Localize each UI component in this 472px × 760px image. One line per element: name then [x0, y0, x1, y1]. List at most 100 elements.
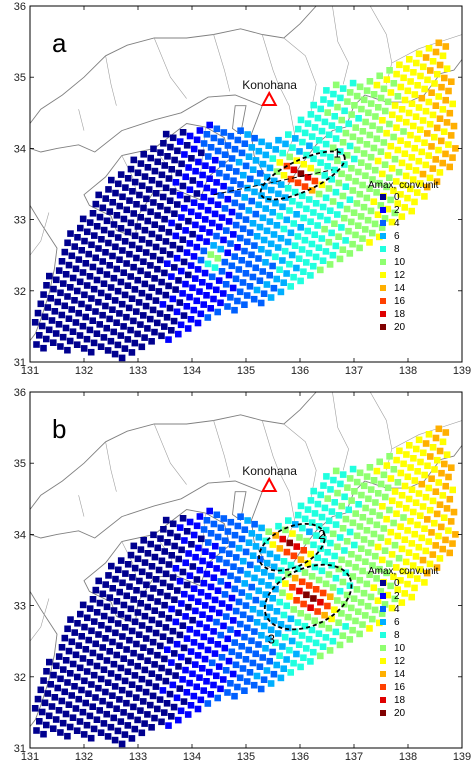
grid-cell: [95, 245, 102, 252]
grid-cell: [308, 133, 316, 140]
grid-cell: [227, 240, 234, 247]
grid-cell: [304, 174, 312, 181]
grid-cell: [442, 150, 449, 158]
grid-cell: [290, 220, 297, 227]
grid-cell: [184, 711, 192, 718]
grid-cell: [429, 165, 437, 172]
grid-cell: [378, 610, 386, 617]
grid-cell: [283, 270, 290, 277]
grid-cell: [436, 61, 444, 69]
grid-cell: [343, 591, 351, 599]
grid-cell: [325, 131, 333, 139]
grid-cell: [252, 210, 260, 218]
grid-cell: [160, 526, 167, 533]
grid-cell: [73, 727, 81, 734]
grid-cell: [281, 633, 289, 641]
grid-cell: [435, 146, 442, 154]
grid-cell: [330, 90, 337, 98]
grid-cell: [400, 74, 407, 82]
grid-cell: [79, 269, 87, 276]
grid-cell: [171, 264, 178, 271]
grid-cell: [100, 280, 108, 287]
grid-cell: [310, 209, 317, 216]
amax-grid: [31, 425, 459, 748]
grid-cell: [314, 114, 322, 122]
grid-cell: [314, 222, 321, 229]
grid-cell: [206, 561, 213, 568]
grid-cell: [386, 67, 393, 74]
grid-cell: [44, 304, 52, 311]
grid-cell: [376, 619, 383, 627]
grid-cell: [88, 295, 95, 302]
grid-cell: [67, 616, 74, 623]
grid-cell: [134, 662, 141, 670]
grid-cell: [285, 131, 292, 138]
grid-cell: [402, 172, 410, 180]
grid-cell: [334, 157, 341, 165]
grid-cell: [298, 192, 306, 200]
grid-cell: [355, 608, 362, 615]
grid-cell: [120, 269, 127, 276]
grid-cell: [75, 642, 83, 649]
grid-cell: [148, 284, 156, 291]
grid-cell: [237, 234, 244, 242]
grid-cell: [100, 666, 108, 673]
grid-cell: [155, 620, 163, 627]
grid-cell: [69, 274, 77, 282]
grid-cell: [348, 165, 355, 172]
grid-cell: [413, 445, 420, 453]
grid-cell: [197, 696, 205, 704]
grid-cell: [161, 215, 168, 223]
grid-cell: [290, 659, 297, 667]
grid-cell: [284, 571, 292, 578]
grid-cell: [127, 712, 134, 720]
grid-cell: [147, 701, 154, 709]
grid-cell: [405, 163, 413, 170]
grid-cell: [197, 310, 205, 318]
grid-cell: [183, 142, 191, 149]
grid-cell: [277, 288, 285, 296]
grid-cell: [161, 655, 168, 663]
grid-cell: [363, 141, 371, 148]
grid-cell: [413, 59, 420, 67]
grid-cell: [116, 310, 123, 317]
grid-cell: [142, 635, 150, 642]
grid-cell: [197, 256, 205, 264]
grid-cell: [246, 283, 254, 290]
grid-cell: [96, 599, 104, 607]
grid-cell: [345, 174, 352, 181]
grid-cell: [86, 659, 94, 666]
grid-cell: [411, 584, 418, 592]
grid-cell: [331, 166, 338, 174]
grid-cell: [59, 719, 67, 727]
grid-cell: [157, 642, 164, 650]
grid-cell: [196, 234, 203, 242]
grid-cell: [201, 269, 209, 277]
grid-cell: [322, 140, 330, 148]
grid-cell: [272, 532, 279, 539]
grid-cell: [341, 493, 348, 501]
grid-cell: [55, 707, 63, 714]
grid-cell: [212, 542, 219, 550]
grid-cell: [391, 155, 399, 163]
grid-cell: [118, 686, 126, 694]
grid-cell: [203, 517, 211, 524]
grid-cell: [358, 105, 365, 113]
grid-cell: [173, 640, 181, 648]
grid-cell: [428, 529, 435, 536]
grid-cell: [64, 679, 71, 686]
grid-cell: [314, 500, 322, 508]
grid-cell: [391, 209, 399, 217]
grid-cell: [104, 347, 112, 354]
grid-cell: [179, 515, 187, 522]
grid-cell: [237, 567, 244, 574]
grid-cell: [419, 556, 427, 564]
grid-cell: [225, 218, 233, 225]
grid-cell: [61, 634, 69, 642]
grid-cell: [439, 492, 447, 499]
grid-cell: [282, 580, 289, 587]
grid-cell: [117, 278, 125, 286]
grid-cell: [294, 125, 302, 133]
grid-cell: [150, 199, 157, 206]
